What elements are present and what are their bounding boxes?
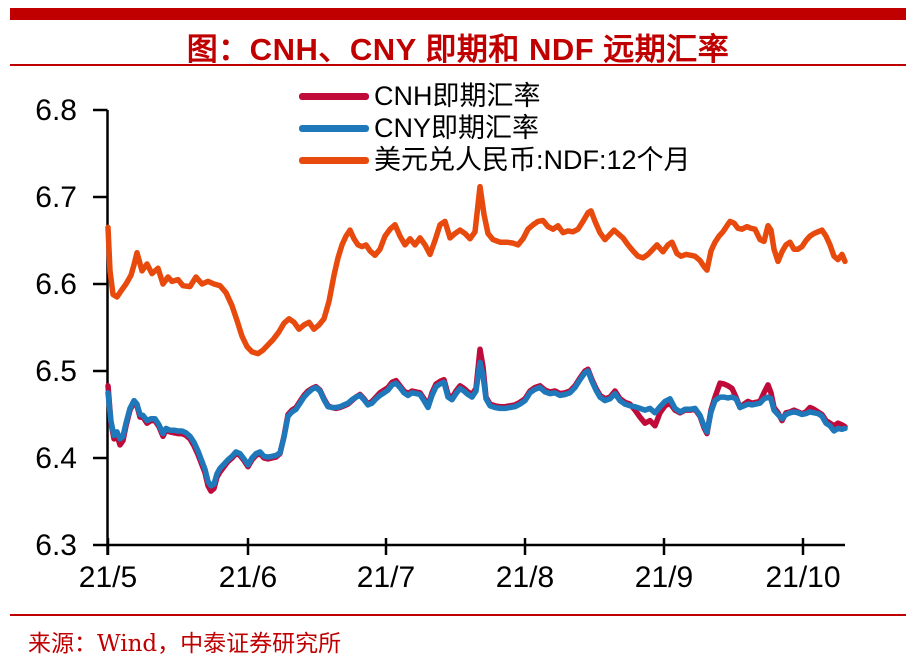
x-tick-label: 21/8	[496, 561, 554, 594]
legend-item-cnh: CNH即期汇率	[299, 80, 691, 112]
legend-item-cny: CNY即期汇率	[299, 112, 691, 144]
top-accent-bar	[10, 8, 906, 20]
source-note: 来源：Wind，中泰证券研究所	[28, 631, 342, 657]
legend-label-cny: CNY即期汇率	[374, 112, 540, 143]
x-tick-label: 21/9	[635, 561, 693, 594]
x-tick-label: 21/6	[219, 561, 277, 594]
legend-swatch-ndf	[299, 156, 369, 164]
chart-title: 图：CNH、CNY 即期和 NDF 远期汇率	[186, 32, 730, 67]
y-tick-label: 6.7	[35, 181, 77, 214]
y-tick-label: 6.3	[35, 529, 77, 562]
x-tick-label: 21/5	[79, 561, 137, 594]
legend-swatch-cnh	[299, 92, 369, 100]
series-ndf-12m	[105, 183, 848, 357]
series-cny-spot	[105, 359, 848, 489]
y-tick-label: 6.4	[35, 442, 77, 475]
y-tick-label: 6.8	[35, 94, 77, 127]
chart-legend: CNH即期汇率 CNY即期汇率 美元兑人民币:NDF:12个月	[299, 80, 691, 176]
x-tick-label: 21/7	[357, 561, 415, 594]
legend-label-cnh: CNH即期汇率	[374, 80, 541, 111]
legend-label-ndf: 美元兑人民币:NDF:12个月	[374, 144, 691, 175]
x-tick-label: 21/10	[765, 561, 840, 594]
footer-divider	[10, 614, 906, 616]
legend-item-ndf: 美元兑人民币:NDF:12个月	[299, 144, 691, 176]
y-tick-label: 6.5	[35, 355, 77, 388]
title-divider	[10, 64, 906, 66]
legend-swatch-cny	[299, 124, 369, 132]
y-tick-label: 6.6	[35, 268, 77, 301]
